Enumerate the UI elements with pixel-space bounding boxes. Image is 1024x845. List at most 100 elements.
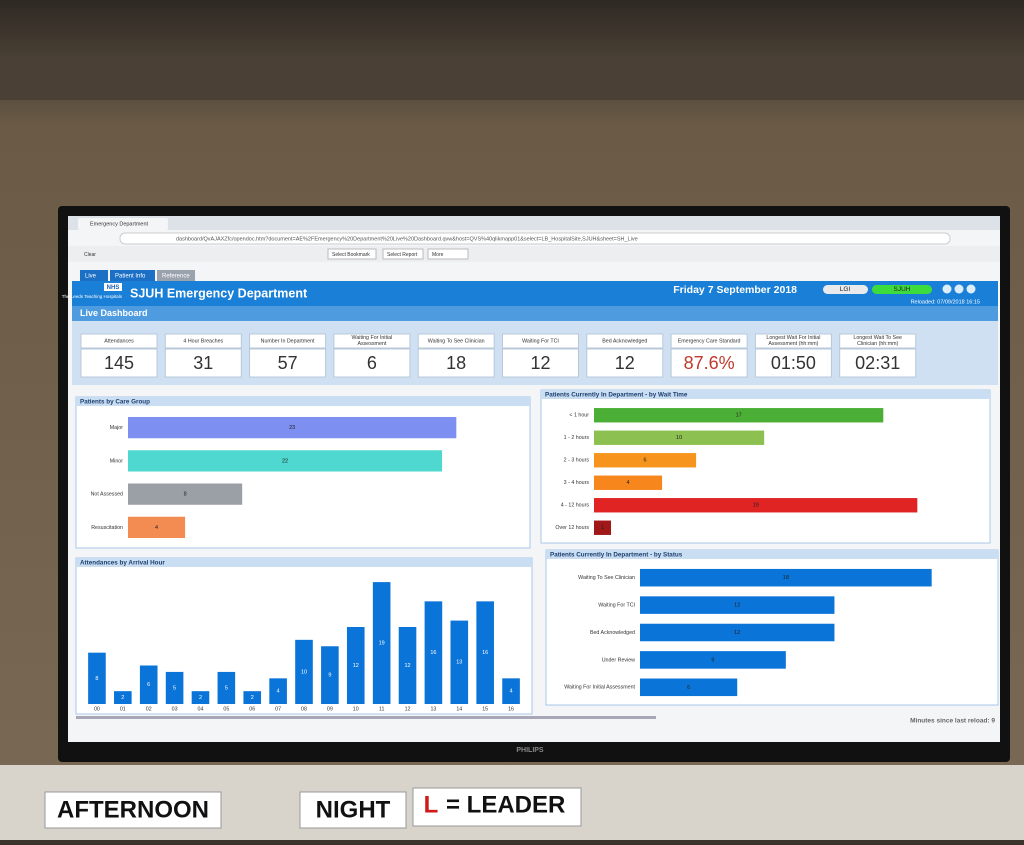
category-label: < 1 hour (569, 413, 589, 419)
section-bar (72, 306, 998, 321)
bar (346, 627, 365, 704)
bar (128, 516, 186, 539)
bar (476, 601, 494, 704)
tab-bar (68, 216, 1000, 230)
site-label[interactable]: SJUH (894, 286, 911, 293)
bar (594, 475, 663, 490)
category-label: 03 (172, 706, 178, 712)
bar (88, 652, 106, 704)
site-pill[interactable] (823, 285, 868, 294)
value-label: 6 (644, 458, 647, 464)
value-label: 2 (121, 695, 124, 701)
category-label: 11 (379, 706, 385, 712)
chart-header (76, 558, 532, 567)
chart-title: Patients by Care Group (80, 398, 150, 405)
toolbar-button[interactable] (382, 248, 424, 260)
value-label: 12 (404, 663, 410, 669)
kpi-label-box (502, 333, 579, 349)
url: dashboard/QvAJAXZfc/opendoc.htm?document… (176, 236, 638, 242)
category-label: 14 (456, 706, 462, 712)
ceiling-trim (0, 60, 1024, 100)
kpi-value-box (333, 348, 411, 378)
bar (640, 596, 835, 614)
sign-text: NIGHT (316, 796, 391, 823)
kpi-value: 145 (104, 353, 134, 373)
nav-tab[interactable] (80, 270, 108, 281)
chart-title: Attendances by Arrival Hour (80, 559, 165, 566)
bar (165, 671, 184, 704)
bar (424, 601, 443, 704)
category-label: 08 (301, 706, 307, 712)
category-label: 3 - 4 hours (564, 480, 590, 486)
kpi-value: 6 (367, 353, 377, 373)
kpi-value: 12 (615, 353, 635, 373)
category-label: 01 (120, 706, 126, 712)
tv-brand: PHILIPS (516, 747, 544, 754)
site-pill[interactable] (872, 285, 932, 294)
category-label: 13 (430, 706, 436, 712)
header-icon (966, 284, 976, 294)
browser-tab (78, 218, 168, 230)
bar (502, 678, 520, 704)
chart-header (541, 390, 990, 399)
kpi-value: 01:50 (771, 353, 816, 373)
site-label[interactable]: LGI (840, 286, 851, 293)
bar (398, 627, 417, 704)
value-label: 1 (601, 525, 604, 531)
reloaded: Reloaded: 07/09/2018 16:15 (911, 299, 980, 305)
kpi-value: 57 (278, 353, 298, 373)
sign-text: L (424, 791, 439, 818)
header-icon (954, 284, 964, 294)
toolbar-item[interactable]: Clear (84, 252, 96, 258)
chart-title: Patients Currently In Department - by St… (550, 551, 683, 558)
value-label: 2 (199, 695, 202, 701)
value-label: 5 (173, 685, 176, 691)
kpi-label-box (586, 333, 664, 349)
toolbar (68, 246, 1000, 262)
section-title: Live Dashboard (80, 308, 148, 318)
category-label: Major (110, 425, 123, 431)
toolbar-item[interactable]: Select Report (387, 252, 418, 258)
bar (450, 620, 469, 704)
kpi-label-box (333, 333, 411, 349)
nav-tab[interactable] (110, 270, 155, 281)
bar (217, 671, 236, 704)
value-label: 16 (482, 650, 488, 656)
toolbar-item[interactable]: More (432, 252, 444, 258)
category-label: Waiting For TCI (598, 603, 635, 609)
nav-tab-label[interactable]: Reference (162, 274, 190, 280)
bar (640, 651, 786, 669)
value-label: 18 (783, 575, 789, 581)
kpi-value: 12 (530, 353, 550, 373)
toolbar-button[interactable] (427, 248, 469, 260)
kpi-value-box (754, 348, 832, 378)
nav-tab-label[interactable]: Patient Info (115, 274, 146, 280)
bar (191, 691, 210, 704)
category-label: 1 - 2 hours (564, 435, 590, 441)
bar (640, 568, 932, 587)
value-label: 9 (328, 673, 331, 679)
category-label: 02 (146, 706, 152, 712)
chart-header (76, 397, 530, 406)
value-label: 12 (734, 603, 740, 609)
kpi-label: Bed Acknowledged (602, 338, 647, 344)
sign-text: AFTERNOON (57, 796, 209, 823)
category-label: 09 (327, 706, 333, 712)
bar (295, 639, 313, 704)
kpi-label: 4 Hour Breaches (183, 338, 223, 344)
value-label: 10 (301, 669, 307, 675)
nav-tab-label[interactable]: Live (85, 274, 97, 280)
nhs-logo-text: NHS (107, 285, 120, 291)
value-label: 4 (277, 689, 280, 695)
category-label: Waiting For Initial Assessment (564, 685, 635, 691)
value-label: 4 (155, 525, 158, 531)
dashboard-title: SJUH Emergency Department (130, 286, 308, 300)
value-label: 9 (711, 657, 714, 663)
nav-tab[interactable] (157, 270, 195, 281)
toolbar-item[interactable]: Select Bookmark (332, 252, 370, 258)
toolbar-button[interactable] (327, 248, 377, 260)
kpi-label: Attendances (104, 338, 134, 344)
bar (372, 582, 391, 704)
value-label: 13 (456, 660, 462, 666)
